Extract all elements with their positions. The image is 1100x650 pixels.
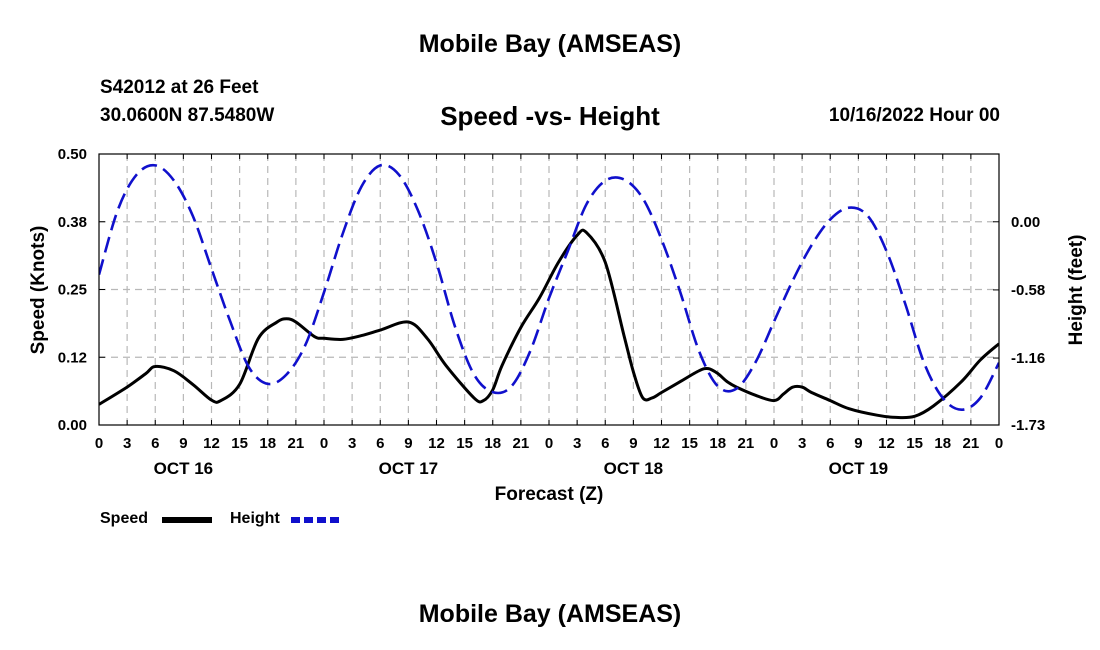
x-tick-label: 9 — [179, 435, 187, 452]
x-axis-label: Forecast (Z) — [495, 484, 604, 505]
x-tick-label: 15 — [681, 435, 698, 452]
x-tick-label: 9 — [854, 435, 862, 452]
y-right-tick-label: -1.16 — [1011, 350, 1045, 367]
x-tick-label: 18 — [484, 435, 501, 452]
x-tick-label: 21 — [963, 435, 980, 452]
date-label: OCT 17 — [379, 459, 439, 478]
x-tick-label: 9 — [629, 435, 637, 452]
y-left-tick-label: 0.00 — [58, 417, 87, 434]
y-right-tick-label: -1.73 — [1011, 417, 1045, 434]
x-tick-label: 12 — [428, 435, 445, 452]
series — [99, 163, 999, 420]
chart-subtitle: Speed -vs- Height — [440, 101, 660, 131]
x-tick-label: 12 — [203, 435, 220, 452]
y-axis-right-label: Height (feet) — [1066, 235, 1087, 346]
x-tick-label: 3 — [348, 435, 356, 452]
x-tick-label: 6 — [601, 435, 609, 452]
y-left-tick-label: 0.25 — [58, 282, 87, 299]
x-tick-label: 18 — [259, 435, 276, 452]
x-tick-label: 15 — [906, 435, 923, 452]
x-tick-label: 15 — [231, 435, 248, 452]
station-label: S42012 at 26 Feet — [100, 77, 259, 98]
x-tick-label: 3 — [573, 435, 581, 452]
x-tick-label: 0 — [995, 435, 1003, 452]
x-tick-label: 12 — [653, 435, 670, 452]
second-chart-title: Mobile Bay (AMSEAS) — [418, 600, 682, 628]
date-label: OCT 19 — [829, 459, 889, 478]
coordinates-label: 30.0600N 87.5480W — [100, 105, 275, 126]
speed-series-line — [99, 228, 999, 420]
y-left-tick-label: 0.38 — [58, 214, 87, 231]
axes: 0 3 6 9 12 15 18 21 0 3 6 9 12 15 18 21 0 3 6 9 12 15 18 21 0 3 6 9… — [58, 146, 1045, 478]
legend-speed-label: Speed — [100, 510, 149, 527]
x-tick-label: 0 — [320, 435, 328, 452]
x-tick-label: 12 — [878, 435, 895, 452]
forecast-datetime: 10/16/2022 Hour 00 — [828, 105, 1000, 126]
chart-title: Mobile Bay (AMSEAS) — [418, 30, 682, 58]
y-right-tick-label: -0.58 — [1011, 282, 1045, 299]
date-label: OCT 16 — [154, 459, 214, 478]
x-tick-label: 6 — [151, 435, 159, 452]
x-tick-label: 18 — [709, 435, 726, 452]
grid — [99, 154, 999, 425]
x-tick-label: 21 — [738, 435, 755, 452]
x-tick-label: 18 — [934, 435, 951, 452]
height-series-line — [99, 163, 999, 412]
x-tick-label: 3 — [798, 435, 806, 452]
date-label: OCT 18 — [604, 459, 664, 478]
x-tick-label: 0 — [545, 435, 553, 452]
x-tick-label: 0 — [95, 435, 103, 452]
x-tick-label: 3 — [123, 435, 131, 452]
legend-height-label: Height — [230, 510, 280, 527]
x-tick-label: 0 — [770, 435, 778, 452]
y-right-tick-label: 0.00 — [1011, 214, 1040, 231]
x-tick-label: 9 — [404, 435, 412, 452]
y-axis-left-label: Speed (Knots) — [28, 226, 49, 355]
x-tick-label: 6 — [826, 435, 834, 452]
x-tick-label: 21 — [513, 435, 530, 452]
x-tick-label: 21 — [288, 435, 305, 452]
x-tick-label: 15 — [456, 435, 473, 452]
y-left-tick-label: 0.50 — [58, 146, 87, 163]
y-left-tick-label: 0.12 — [58, 349, 87, 366]
x-tick-label: 6 — [376, 435, 384, 452]
